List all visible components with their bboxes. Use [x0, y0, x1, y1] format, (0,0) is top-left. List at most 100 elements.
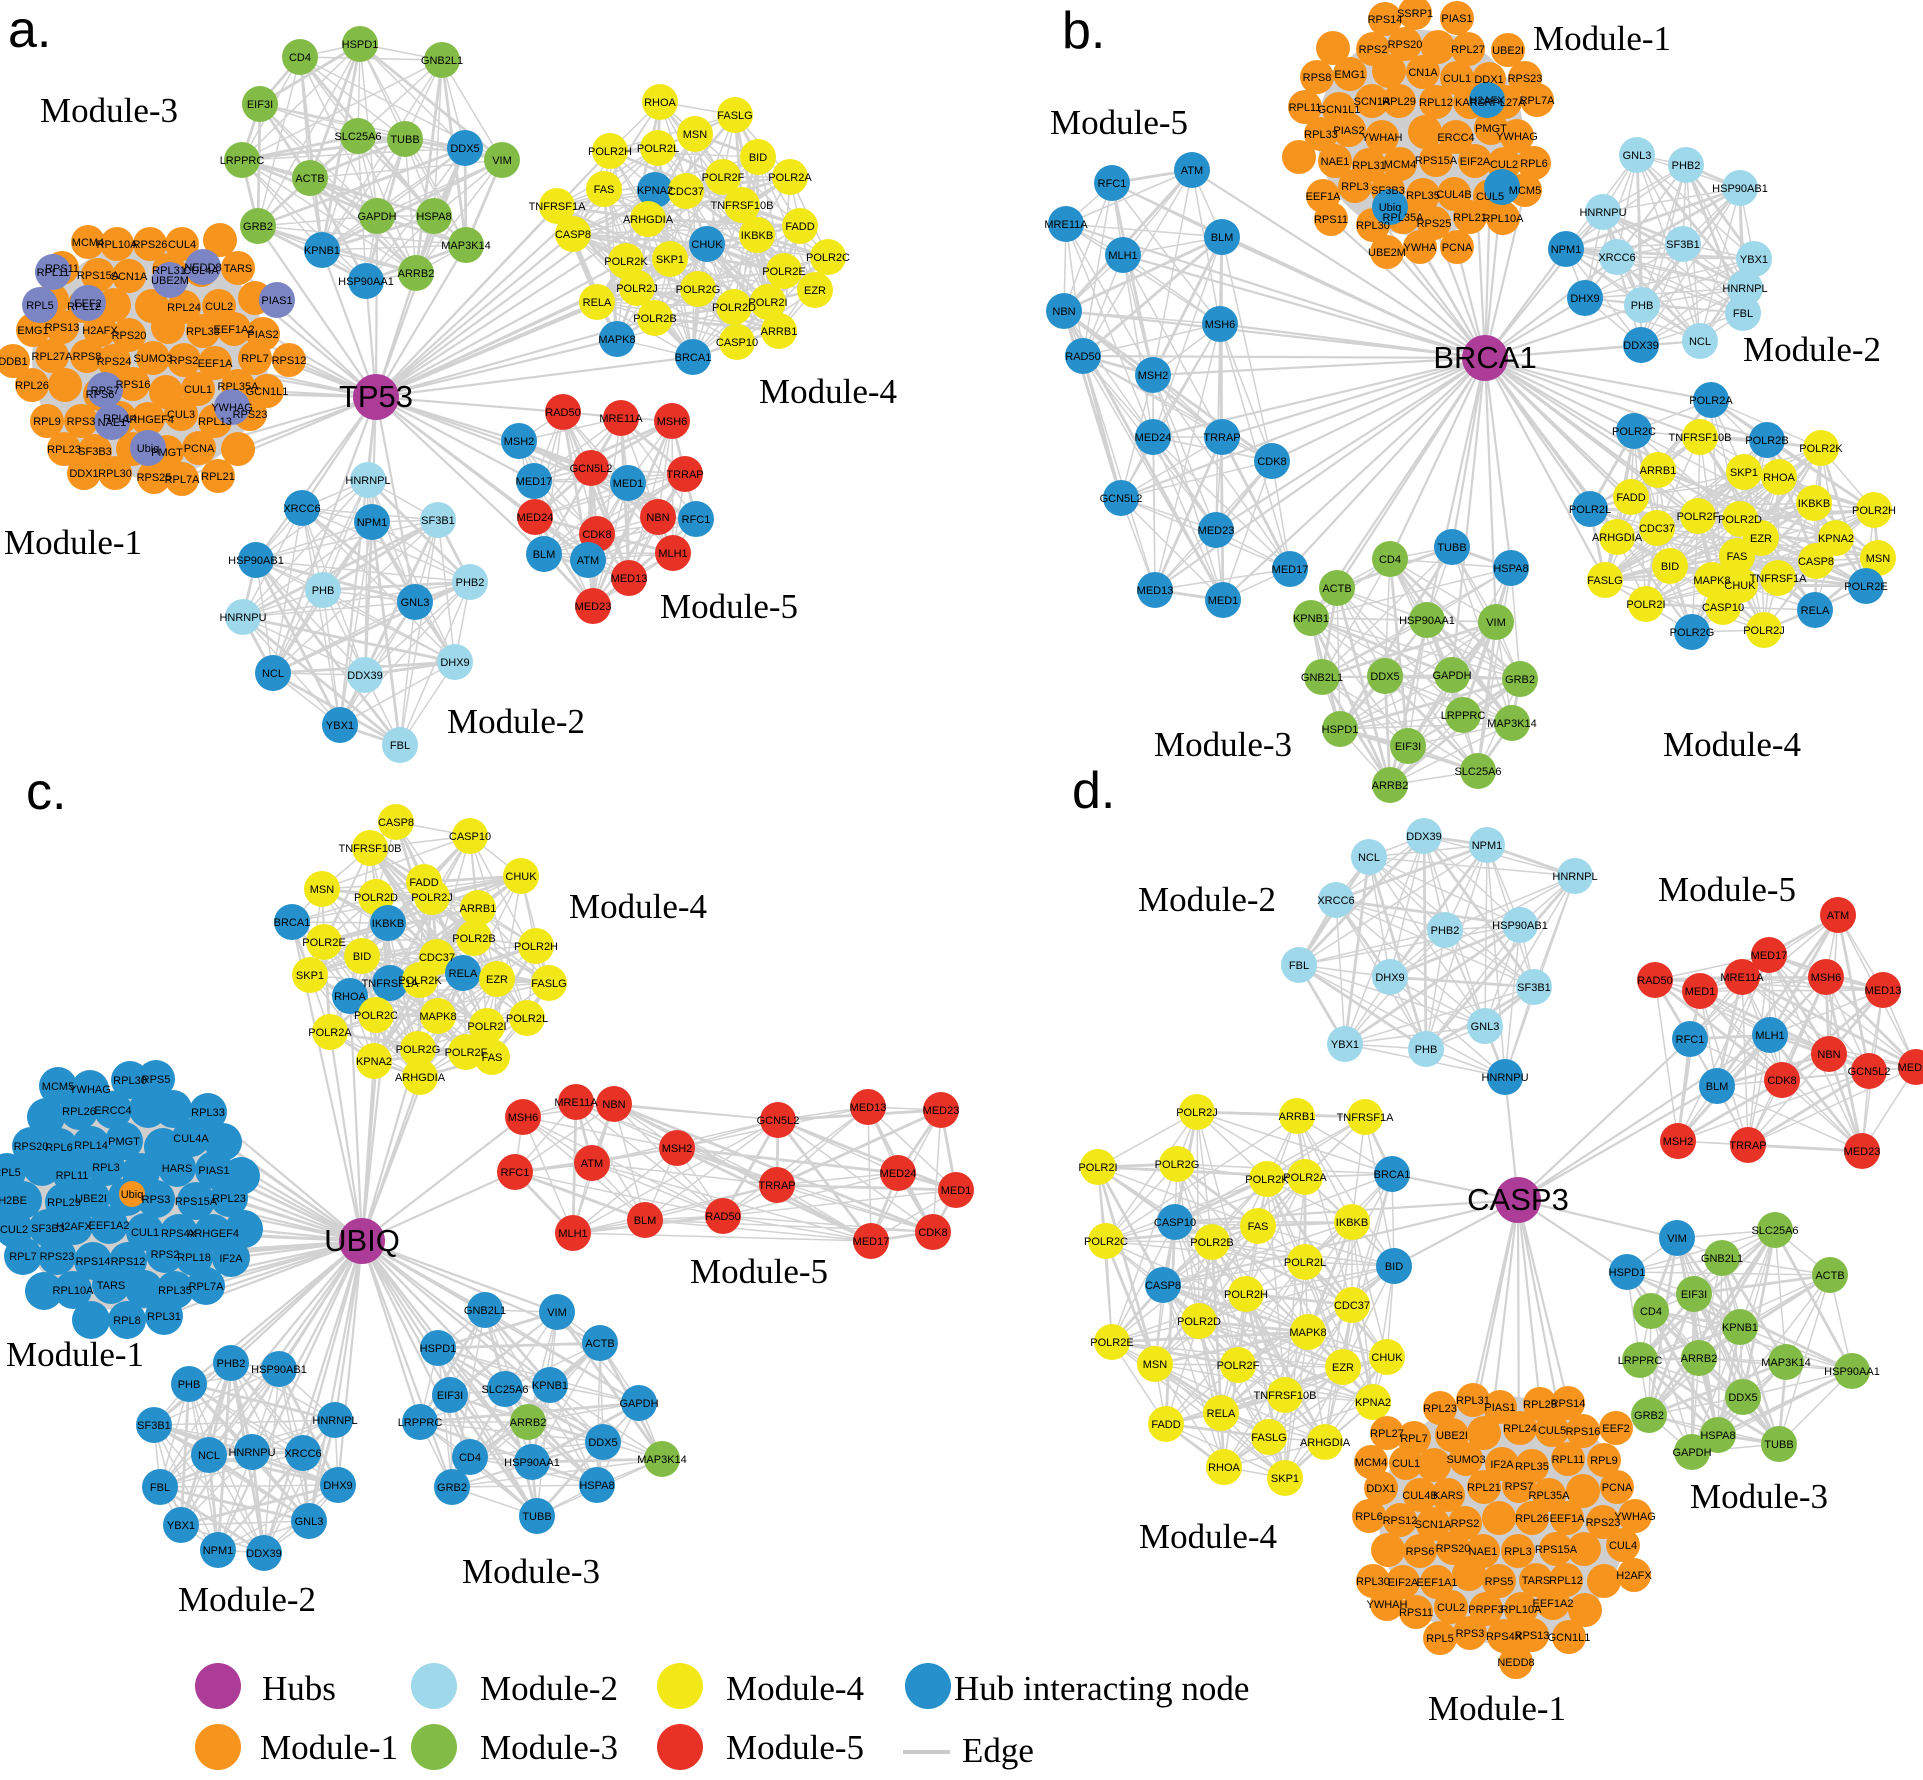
svg-text:GNL3: GNL3 [401, 597, 430, 609]
svg-text:CDC37: CDC37 [1334, 1300, 1370, 1312]
svg-text:POLR2K: POLR2K [1245, 1174, 1289, 1186]
svg-text:RPS2: RPS2 [1451, 1518, 1480, 1530]
svg-text:MRE11A: MRE11A [1720, 972, 1764, 984]
svg-text:GRB2: GRB2 [243, 221, 273, 233]
svg-text:CASP8: CASP8 [378, 817, 414, 829]
svg-text:RFC1: RFC1 [1098, 178, 1127, 190]
svg-text:RPS23: RPS23 [1508, 73, 1543, 85]
svg-text:KPNB1: KPNB1 [532, 1380, 568, 1392]
svg-text:MRE11A: MRE11A [554, 1097, 598, 1109]
svg-text:RPL8: RPL8 [113, 1315, 141, 1327]
svg-text:CUL4: CUL4 [1609, 1540, 1637, 1552]
svg-text:RPL31: RPL31 [147, 1311, 181, 1323]
svg-text:ARRB2: ARRB2 [1372, 780, 1409, 792]
svg-text:IF2A: IF2A [219, 1253, 243, 1265]
svg-text:PIAS2: PIAS2 [247, 329, 278, 341]
svg-text:PIAS2: PIAS2 [1333, 125, 1364, 137]
svg-text:POLR2C: POLR2C [1612, 426, 1656, 438]
svg-text:CUL4A: CUL4A [183, 265, 219, 277]
svg-text:RPS6: RPS6 [1406, 1546, 1435, 1558]
svg-text:RPL10A: RPL10A [1483, 213, 1525, 225]
svg-text:Module-2: Module-2 [447, 702, 585, 741]
svg-text:SLC25A6: SLC25A6 [334, 131, 381, 143]
svg-text:GCN5L2: GCN5L2 [570, 463, 613, 475]
svg-text:RPS15A: RPS15A [1535, 1544, 1578, 1556]
svg-text:EIF3I: EIF3I [1681, 1289, 1707, 1301]
svg-text:Ubiq: Ubiq [1379, 202, 1402, 214]
svg-text:RPL27A: RPL27A [32, 351, 74, 363]
svg-text:CUL4: CUL4 [168, 239, 196, 251]
svg-text:CHUK: CHUK [1371, 1352, 1403, 1364]
svg-text:DHX9: DHX9 [323, 1480, 352, 1492]
svg-text:CD4: CD4 [459, 1452, 481, 1464]
svg-text:CD4: CD4 [289, 52, 311, 64]
svg-text:ARHGDIA: ARHGDIA [623, 214, 674, 226]
svg-text:RPL18: RPL18 [177, 1252, 211, 1264]
svg-text:RPL7A: RPL7A [189, 1281, 225, 1293]
svg-text:GRB2: GRB2 [1505, 674, 1535, 686]
svg-text:CUL1: CUL1 [184, 384, 212, 396]
svg-text:POLR2E: POLR2E [302, 937, 345, 949]
svg-text:BRCA1: BRCA1 [675, 352, 712, 364]
svg-text:FASLG: FASLG [531, 978, 566, 990]
svg-text:UBE2I: UBE2I [75, 1193, 107, 1205]
svg-text:RPL5: RPL5 [0, 1167, 21, 1179]
svg-text:SF3B3: SF3B3 [1371, 185, 1405, 197]
svg-text:FADD: FADD [1151, 1419, 1180, 1431]
svg-text:ARHGDIA: ARHGDIA [1592, 532, 1643, 544]
svg-text:GAPDH: GAPDH [357, 211, 396, 223]
svg-text:Module-5: Module-5 [726, 1728, 864, 1767]
svg-text:Module-3: Module-3 [40, 91, 178, 130]
svg-text:MAP3K14: MAP3K14 [1487, 718, 1537, 730]
svg-text:SF3B1: SF3B1 [137, 1420, 171, 1432]
svg-text:POLR2A: POLR2A [1689, 395, 1733, 407]
svg-text:H2AFX: H2AFX [56, 1221, 92, 1233]
svg-text:Module-4: Module-4 [1663, 725, 1801, 764]
svg-text:RAD50: RAD50 [545, 407, 580, 419]
svg-text:RPL23: RPL23 [1423, 1403, 1457, 1415]
svg-text:EMG1: EMG1 [17, 325, 48, 337]
svg-text:MED17: MED17 [516, 476, 553, 488]
svg-text:MSN: MSN [1866, 553, 1891, 565]
svg-text:GCN1L1: GCN1L1 [246, 386, 289, 398]
svg-text:VIM: VIM [492, 155, 512, 167]
svg-text:TRRAP: TRRAP [1203, 432, 1240, 444]
svg-text:ACTB: ACTB [585, 1338, 614, 1350]
svg-text:Module-5: Module-5 [690, 1252, 828, 1291]
svg-text:RPS2: RPS2 [170, 355, 199, 367]
svg-text:SLC25A6: SLC25A6 [1454, 766, 1501, 778]
svg-text:MED23: MED23 [1198, 525, 1235, 537]
svg-text:HSP90AB1: HSP90AB1 [228, 555, 284, 567]
svg-text:GNL3: GNL3 [295, 1516, 324, 1528]
svg-text:RFC1: RFC1 [1676, 1034, 1705, 1046]
svg-text:RPL21: RPL21 [201, 471, 235, 483]
svg-text:RPL9: RPL9 [33, 416, 61, 428]
svg-text:HSPD1: HSPD1 [1609, 1267, 1646, 1279]
svg-text:ACTB: ACTB [295, 173, 324, 185]
svg-text:RPL12: RPL12 [1419, 97, 1453, 109]
svg-text:PMGT: PMGT [151, 447, 183, 459]
svg-text:TNFRSF10B: TNFRSF10B [711, 200, 774, 212]
svg-text:HSP90AA1: HSP90AA1 [504, 1457, 560, 1469]
svg-text:RPL30: RPL30 [1356, 1576, 1390, 1588]
svg-text:c.: c. [26, 763, 66, 821]
svg-text:RPL33: RPL33 [1304, 129, 1338, 141]
svg-text:RPL27: RPL27 [1451, 44, 1485, 56]
svg-text:EEF1A: EEF1A [198, 358, 234, 370]
svg-text:EEF1A2: EEF1A2 [1533, 1598, 1574, 1610]
svg-text:RPS7: RPS7 [1505, 1481, 1534, 1493]
svg-text:CDC37: CDC37 [1639, 523, 1675, 535]
svg-text:POLR2I: POLR2I [1626, 599, 1665, 611]
svg-text:YBX1: YBX1 [167, 1520, 195, 1532]
svg-text:MSN: MSN [310, 884, 335, 896]
svg-text:RPS20: RPS20 [112, 330, 147, 342]
svg-text:GCN5L2: GCN5L2 [1100, 493, 1143, 505]
svg-text:SKP1: SKP1 [656, 254, 684, 266]
svg-text:RPL35A: RPL35A [1383, 212, 1425, 224]
svg-text:BID: BID [353, 951, 371, 963]
svg-text:TNFRSF10B: TNFRSF10B [339, 843, 402, 855]
svg-text:RPS15A: RPS15A [1415, 155, 1458, 167]
svg-text:XRCC6: XRCC6 [284, 1448, 321, 1460]
svg-text:RPS8: RPS8 [73, 351, 102, 363]
svg-text:POLR2C: POLR2C [1084, 1236, 1128, 1248]
